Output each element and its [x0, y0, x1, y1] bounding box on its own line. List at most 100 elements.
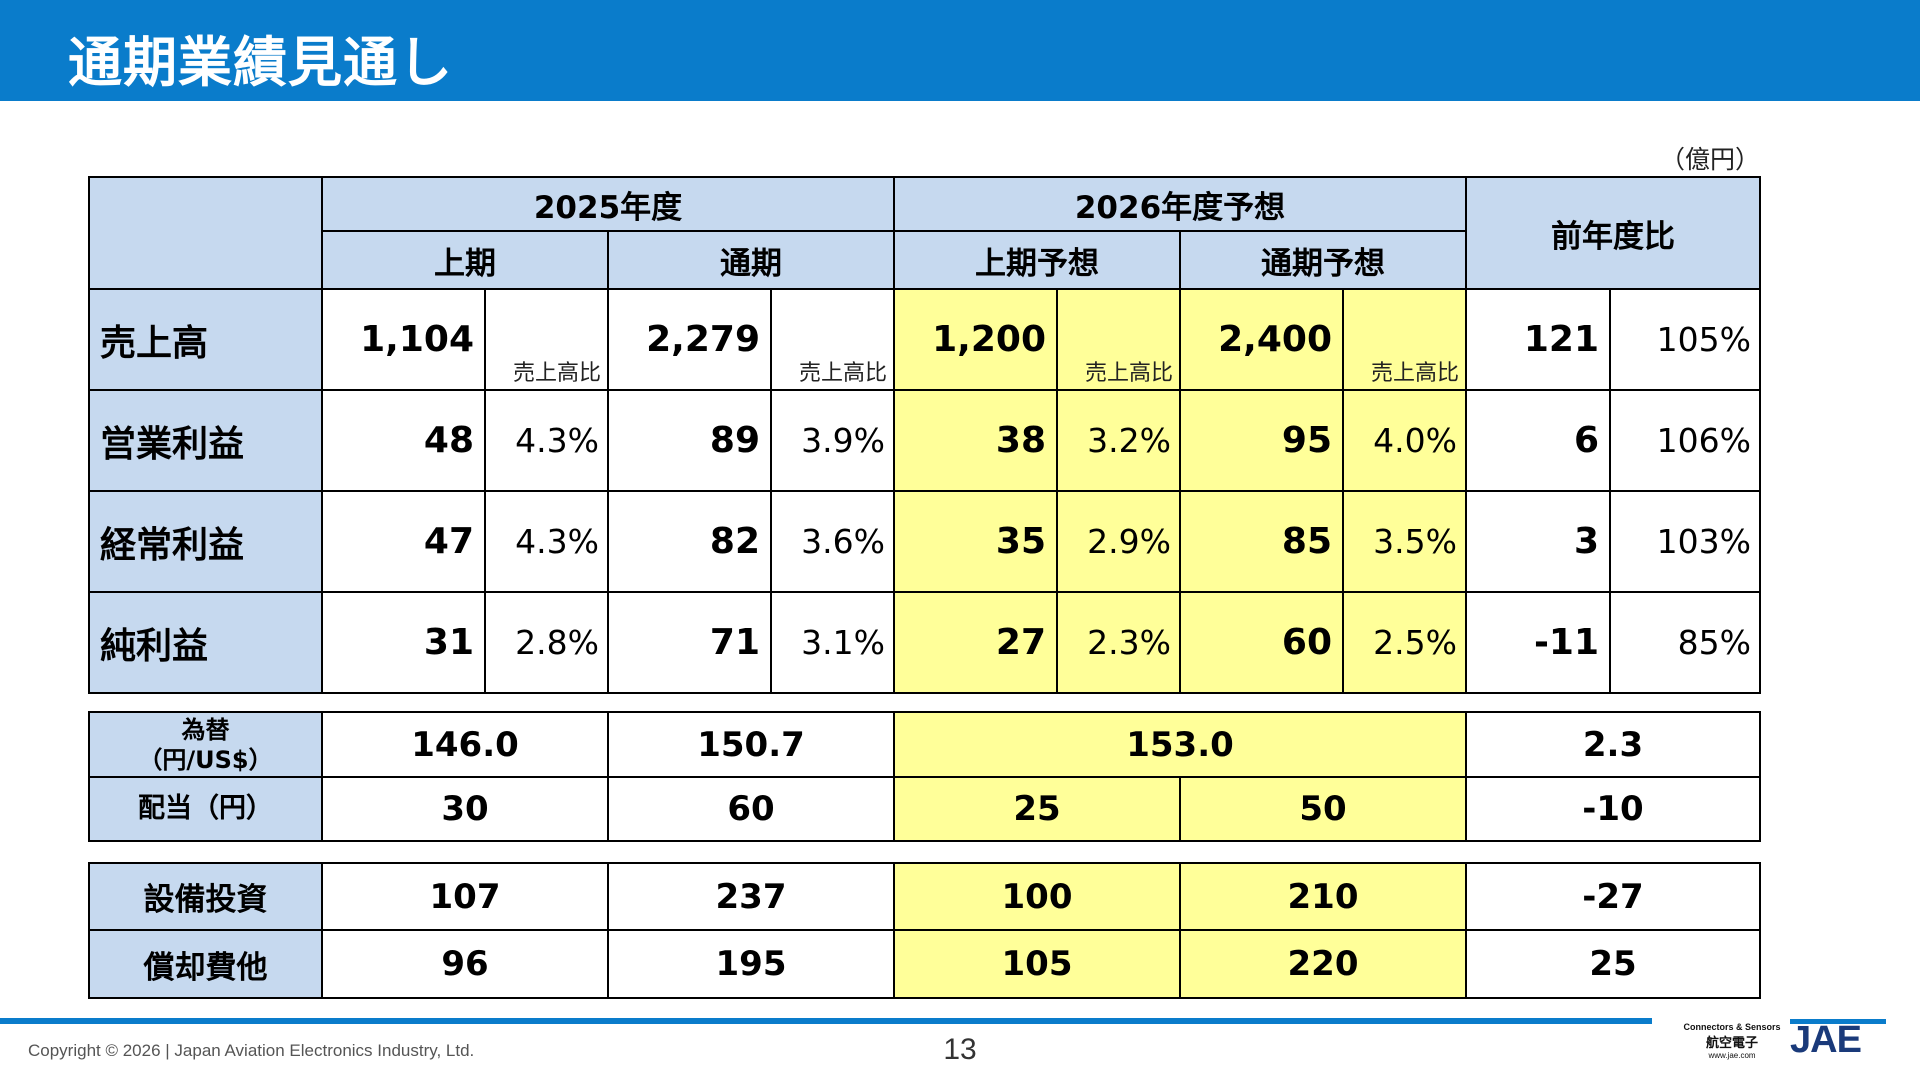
pct-cell: 4.3%	[484, 389, 609, 492]
table-row: 売上高 1,104 売上高比 2,279 売上高比 1,200 売上高比 2,4…	[88, 288, 1761, 391]
brand-jp: 航空電子	[1705, 1035, 1758, 1050]
table-row: 純利益 31 2.8% 71 3.1% 27 2.3% 60 2.5% -11 …	[88, 591, 1761, 694]
pct-cell: 2.8%	[484, 591, 609, 694]
ratio-label: 売上高比	[1342, 288, 1467, 391]
header-h1-forecast: 上期予想	[893, 230, 1181, 290]
value-cell: 85	[1179, 490, 1344, 593]
row-label: 純利益	[88, 591, 323, 694]
value-cell: 82	[607, 490, 772, 593]
value-cell: 71	[607, 591, 772, 694]
results-table: 2025年度 2026年度予想 前年度比 上期 通期 上期予想 通期予想 売上高…	[88, 176, 1761, 694]
yoy-pct: 85%	[1609, 591, 1761, 694]
pct-cell: 2.5%	[1342, 591, 1467, 694]
header-full: 通期	[607, 230, 895, 290]
capex-full-2025: 237	[607, 862, 895, 931]
depreciation-full-2025: 195	[607, 929, 895, 999]
copyright: Copyright © 2026 | Japan Aviation Electr…	[28, 1041, 475, 1060]
brand-tagline: Connectors & Sensors	[1683, 1022, 1781, 1032]
fx-label: 為替 （円/US$）	[88, 711, 323, 778]
pct-cell: 3.6%	[770, 490, 895, 593]
table-row: 営業利益 48 4.3% 89 3.9% 38 3.2% 95 4.0% 6 1…	[88, 389, 1761, 492]
value-cell: 35	[893, 490, 1058, 593]
header-full-forecast: 通期予想	[1179, 230, 1467, 290]
header-fy2025: 2025年度	[321, 176, 895, 232]
dividend-full-2026: 50	[1179, 776, 1467, 842]
capex-full-2026: 210	[1179, 862, 1467, 931]
pct-cell: 2.3%	[1056, 591, 1181, 694]
pct-cell: 3.2%	[1056, 389, 1181, 492]
pct-cell: 4.3%	[484, 490, 609, 593]
header-h1: 上期	[321, 230, 609, 290]
table-row: 為替 （円/US$） 146.0 150.7 153.0 2.3	[88, 711, 1761, 778]
value-cell: 2,279	[607, 288, 772, 391]
logo-bar	[1790, 1019, 1886, 1024]
pct-cell: 3.5%	[1342, 490, 1467, 593]
page-title: 通期業績見通し	[68, 31, 453, 94]
value-cell: 47	[321, 490, 486, 593]
fx-label-line2: （円/US$）	[138, 745, 273, 774]
capex-h1-2025: 107	[321, 862, 609, 931]
yoy-pct: 106%	[1609, 389, 1761, 492]
unit-label: （億円）	[1660, 145, 1761, 174]
header-yoy: 前年度比	[1465, 176, 1761, 290]
depreciation-yoy: 25	[1465, 929, 1761, 999]
table-row: 経常利益 47 4.3% 82 3.6% 35 2.9% 85 3.5% 3 1…	[88, 490, 1761, 593]
yoy-diff: 121	[1465, 288, 1611, 391]
pct-cell: 3.1%	[770, 591, 895, 694]
ratio-label: 売上高比	[770, 288, 895, 391]
value-cell: 27	[893, 591, 1058, 694]
header-fy2026: 2026年度予想	[893, 176, 1467, 232]
dividend-full-2025: 60	[607, 776, 895, 842]
dividend-h1-2025: 30	[321, 776, 609, 842]
footer-divider	[0, 1018, 1652, 1024]
dividend-label: 配当（円）	[88, 776, 323, 842]
dividend-yoy: -10	[1465, 776, 1761, 842]
value-cell: 31	[321, 591, 486, 694]
yoy-diff: -11	[1465, 591, 1611, 694]
value-cell: 2,400	[1179, 288, 1344, 391]
fx-h1-2025: 146.0	[321, 711, 609, 778]
row-label: 経常利益	[88, 490, 323, 593]
capex-yoy: -27	[1465, 862, 1761, 931]
corner-cell	[88, 176, 323, 290]
yoy-diff: 3	[1465, 490, 1611, 593]
value-cell: 89	[607, 389, 772, 492]
dividend-h1-2026: 25	[893, 776, 1181, 842]
brand-block: Connectors & Sensors 航空電子 www.jae.com	[1672, 1022, 1792, 1060]
capex-table: 設備投資 107 237 100 210 -27 償却費他 96 195 105…	[88, 862, 1761, 999]
table-row: 償却費他 96 195 105 220 25	[88, 929, 1761, 999]
depreciation-label: 償却費他	[88, 929, 323, 999]
value-cell: 95	[1179, 389, 1344, 492]
pct-cell: 2.9%	[1056, 490, 1181, 593]
page-number: 13	[943, 1033, 977, 1066]
brand-url: www.jae.com	[1708, 1051, 1756, 1060]
value-cell: 48	[321, 389, 486, 492]
value-cell: 1,200	[893, 288, 1058, 391]
capex-h1-2026: 100	[893, 862, 1181, 931]
value-cell: 38	[893, 389, 1058, 492]
yoy-pct: 105%	[1609, 288, 1761, 391]
yoy-diff: 6	[1465, 389, 1611, 492]
jae-logo: JAE	[1790, 1019, 1862, 1061]
depreciation-h1-2025: 96	[321, 929, 609, 999]
fx-label-line1: 為替	[181, 715, 230, 744]
depreciation-full-2026: 220	[1179, 929, 1467, 999]
yoy-pct: 103%	[1609, 490, 1761, 593]
table-row: 配当（円） 30 60 25 50 -10	[88, 776, 1761, 842]
fx-yoy: 2.3	[1465, 711, 1761, 778]
value-cell: 1,104	[321, 288, 486, 391]
row-label: 営業利益	[88, 389, 323, 492]
fx-dividend-table: 為替 （円/US$） 146.0 150.7 153.0 2.3 配当（円） 3…	[88, 711, 1761, 842]
pct-cell: 4.0%	[1342, 389, 1467, 492]
capex-label: 設備投資	[88, 862, 323, 931]
table-row: 設備投資 107 237 100 210 -27	[88, 862, 1761, 931]
fx-full-2025: 150.7	[607, 711, 895, 778]
ratio-label: 売上高比	[484, 288, 609, 391]
depreciation-h1-2026: 105	[893, 929, 1181, 999]
row-label: 売上高	[88, 288, 323, 391]
fx-fy2026: 153.0	[893, 711, 1467, 778]
header-bar: 通期業績見通し	[0, 0, 1920, 101]
value-cell: 60	[1179, 591, 1344, 694]
ratio-label: 売上高比	[1056, 288, 1181, 391]
pct-cell: 3.9%	[770, 389, 895, 492]
